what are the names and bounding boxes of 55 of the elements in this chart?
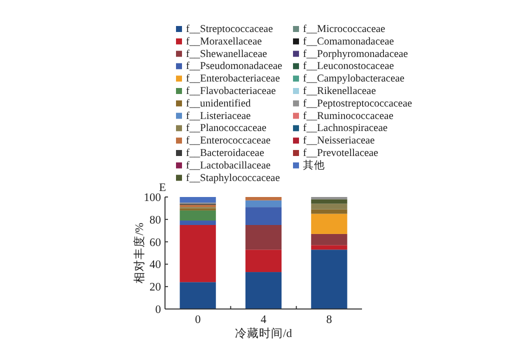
legend-label: f__Enterococcaceae <box>186 136 271 147</box>
legend-label: f__Lachnospiraceae <box>303 123 388 134</box>
legend-label: f__Streptococcaceae <box>186 24 274 35</box>
legend-label: f__Listeriaceae <box>186 110 252 122</box>
legend-label: f__Neisseriaceae <box>303 136 376 147</box>
legend-label: f__Comamonadaceae <box>303 36 394 48</box>
bar <box>180 210 216 221</box>
bar <box>245 225 282 250</box>
legend-label: f__Peptostreptococcaceae <box>303 98 412 110</box>
bar <box>180 225 216 282</box>
legend-label: f__Moraxellaceae <box>186 36 262 48</box>
x-axis-title: 冷藏时间/d <box>235 327 292 340</box>
legend-label: f__Bacteroidaceae <box>186 148 264 159</box>
legend-label: f__Campylobacteraceae <box>303 74 405 85</box>
y-tick-label: 60 <box>150 236 162 249</box>
legend-label: f__Rikenellaceae <box>303 86 376 97</box>
y-tick-label: 40 <box>150 259 162 272</box>
y-tick-label: 80 <box>150 214 162 226</box>
legend-label: f__Enterobacteriaceae <box>186 74 280 85</box>
legend-label: f__Planococcaceae <box>186 123 267 134</box>
legend-label: f__unidentified <box>186 98 252 110</box>
bar <box>311 199 348 204</box>
bar <box>311 209 348 214</box>
legend-label: f__Leuconostocaceae <box>303 61 394 72</box>
legend-label: 其他 <box>303 158 325 172</box>
legend-label: f__Ruminococcaceae <box>303 110 394 122</box>
bar <box>311 245 348 250</box>
bar <box>245 272 282 309</box>
bar <box>180 197 216 203</box>
bar <box>245 197 282 200</box>
x-tick-label: 0 <box>194 314 201 326</box>
bar <box>311 250 348 309</box>
legend-label: f__Porphyromonadaceae <box>303 48 408 60</box>
text: E <box>159 182 166 194</box>
bar <box>311 204 348 210</box>
bar <box>311 234 348 246</box>
bar <box>245 200 282 208</box>
y-tick-label: 20 <box>150 282 162 294</box>
x-tick-label: 8 <box>326 314 332 326</box>
legend-label: f__Pseudomonadaceae <box>186 61 283 72</box>
legend-label: f__Prevotellaceae <box>303 148 379 159</box>
y-tick-label: 100 <box>144 192 162 204</box>
bar <box>180 220 216 225</box>
bar <box>245 207 282 225</box>
bar <box>245 250 282 272</box>
legend-label: f__Lactobacillaceae <box>186 160 271 172</box>
legend-label: f__Micrococcaceae <box>303 24 386 35</box>
legend-label: f__Flavobacteriaceae <box>186 86 276 97</box>
bar <box>180 282 216 309</box>
legend-label: f__Staphylococcaceae <box>186 172 280 184</box>
y-tick-label: 0 <box>155 304 162 316</box>
y-axis-title: 相对丰度/% <box>132 222 146 284</box>
x-tick-label: 4 <box>260 314 267 326</box>
bar <box>311 214 348 234</box>
legend-label: f__Shewanellaceae <box>186 48 268 60</box>
